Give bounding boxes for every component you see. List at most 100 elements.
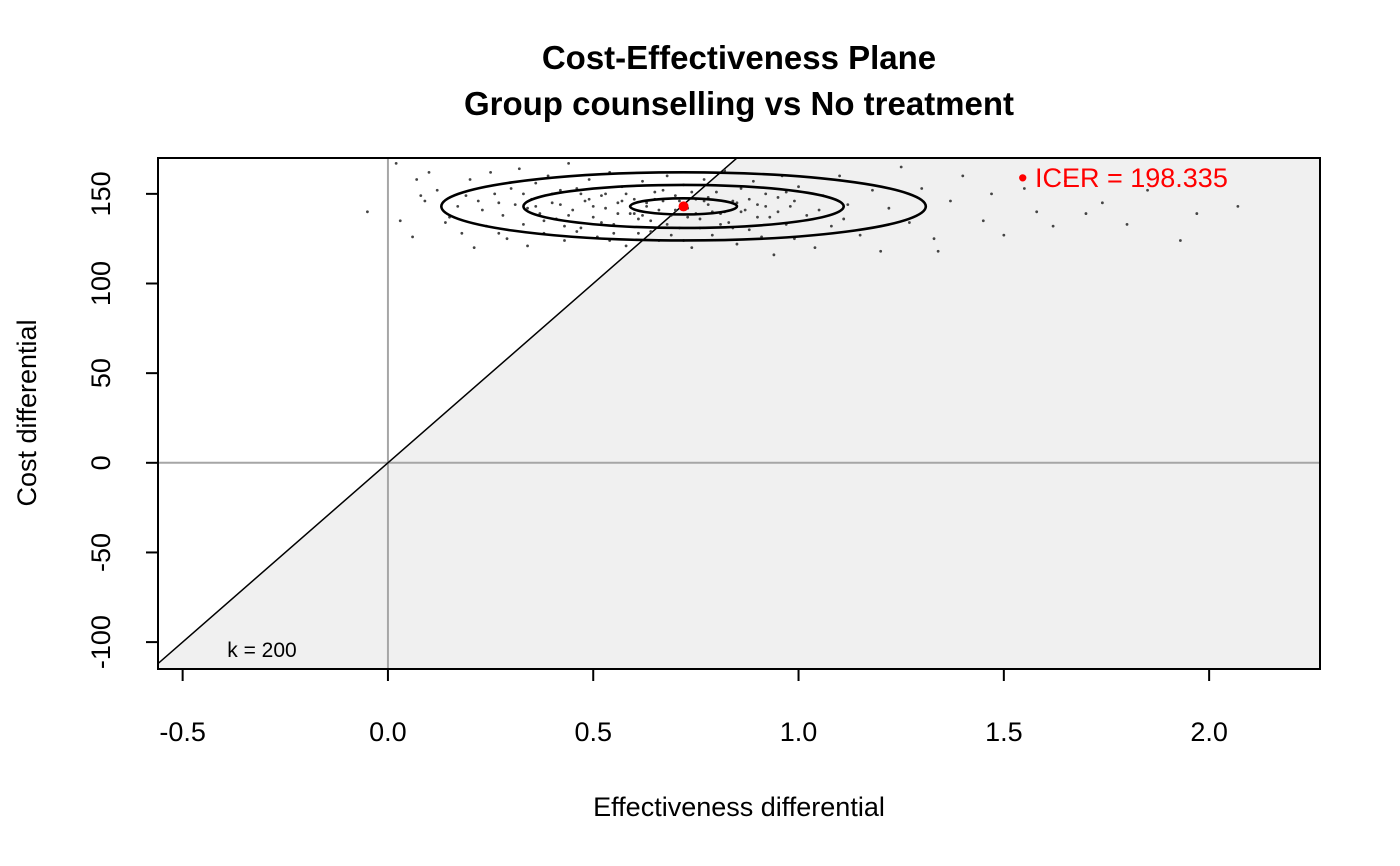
simulation-point [678,199,681,203]
simulation-point [764,192,768,196]
simulation-point [522,222,525,226]
simulation-point [788,205,792,208]
wtp-threshold-line [158,158,739,665]
simulation-point [1195,212,1199,215]
simulation-point [419,194,423,198]
simulation-point [571,208,575,212]
simulation-point [604,206,607,210]
simulation-point [604,192,607,196]
simulation-point [591,205,595,208]
simulation-point [534,205,538,208]
simulation-point [797,185,800,189]
simulation-point [829,224,833,228]
y-tick-label: 50 [86,358,116,388]
simulation-point [427,170,431,174]
simulation-point [632,197,636,201]
simulation-point [846,203,850,207]
simulation-point [456,205,460,208]
simulation-point [710,233,714,237]
simulation-point [579,192,583,196]
simulation-point [567,213,571,217]
y-tick-label: 0 [86,455,116,470]
simulation-point [509,187,513,190]
simulation-point [394,161,398,165]
simulation-point [649,219,653,223]
simulation-point [669,233,673,237]
simulation-point [1051,224,1055,228]
chart-title: Cost-Effectiveness Plane [542,39,936,76]
simulation-point [522,192,525,196]
simulation-point [936,249,940,253]
x-tick-label: 1.5 [985,717,1023,747]
simulation-point [879,249,883,253]
simulation-point [817,208,821,212]
x-axis: -0.5 0.0 0.5 1.0 1.5 2.0 [159,668,1228,747]
simulation-point [415,178,419,181]
simulation-point [600,194,603,198]
simulation-point [665,174,669,178]
simulation-point [756,203,759,207]
simulation-point [558,188,562,192]
simulation-point [476,199,480,203]
simulation-point [793,199,796,203]
simulation-point [981,219,985,223]
y-tick-label: 100 [86,261,116,306]
simulation-point [497,231,501,235]
simulation-point [1064,179,1067,183]
simulation-point [587,178,591,181]
simulation-point [579,226,583,230]
x-axis-label: Effectiveness differential [593,792,885,822]
simulation-point [641,179,644,183]
simulation-point [743,208,747,212]
simulation-point [472,246,476,250]
simulation-point [628,212,632,215]
simulation-point [398,219,402,223]
simulation-point [526,206,529,210]
simulation-point [907,221,911,224]
simulation-point [649,230,653,233]
simulation-point [1022,187,1026,190]
simulation-point [423,199,427,203]
simulation-point [1236,205,1240,208]
simulation-point [858,233,862,237]
simulation-point [747,197,751,201]
simulation-point [468,178,472,181]
simulation-point [1035,210,1039,214]
simulation-point [747,228,751,232]
simulation-point [538,212,542,215]
simulation-point [1002,233,1006,237]
simulation-point [493,192,497,196]
density-contour [628,197,739,216]
simulation-point [480,208,484,212]
y-axis-label: Cost differential [12,319,42,506]
simulation-point [665,222,669,226]
simulation-point [645,205,649,208]
simulation-point [632,212,636,215]
simulation-point [489,170,492,174]
simulation-point [813,246,817,250]
simulation-point [764,205,768,208]
simulation-point [464,194,468,198]
simulation-point [534,181,538,185]
simulation-point [563,239,566,242]
simulation-point [702,178,706,181]
simulation-point [776,210,780,214]
simulation-point [657,208,661,212]
density-contour [440,171,928,242]
simulation-point [673,208,677,212]
simulation-point [501,213,505,217]
x-tick-label: 0.0 [369,717,407,747]
simulation-point [661,188,665,192]
wtp-label: k = 200 [227,639,296,662]
simulation-point [591,215,595,219]
simulation-point [411,235,414,239]
simulation-point [723,169,727,172]
simulation-point [739,187,743,190]
simulation-point [505,237,509,241]
simulation-point [526,244,529,248]
icer-point [678,201,689,212]
y-tick-label: 150 [86,171,116,216]
x-tick-label: 0.5 [574,717,612,747]
simulation-point [624,244,628,248]
